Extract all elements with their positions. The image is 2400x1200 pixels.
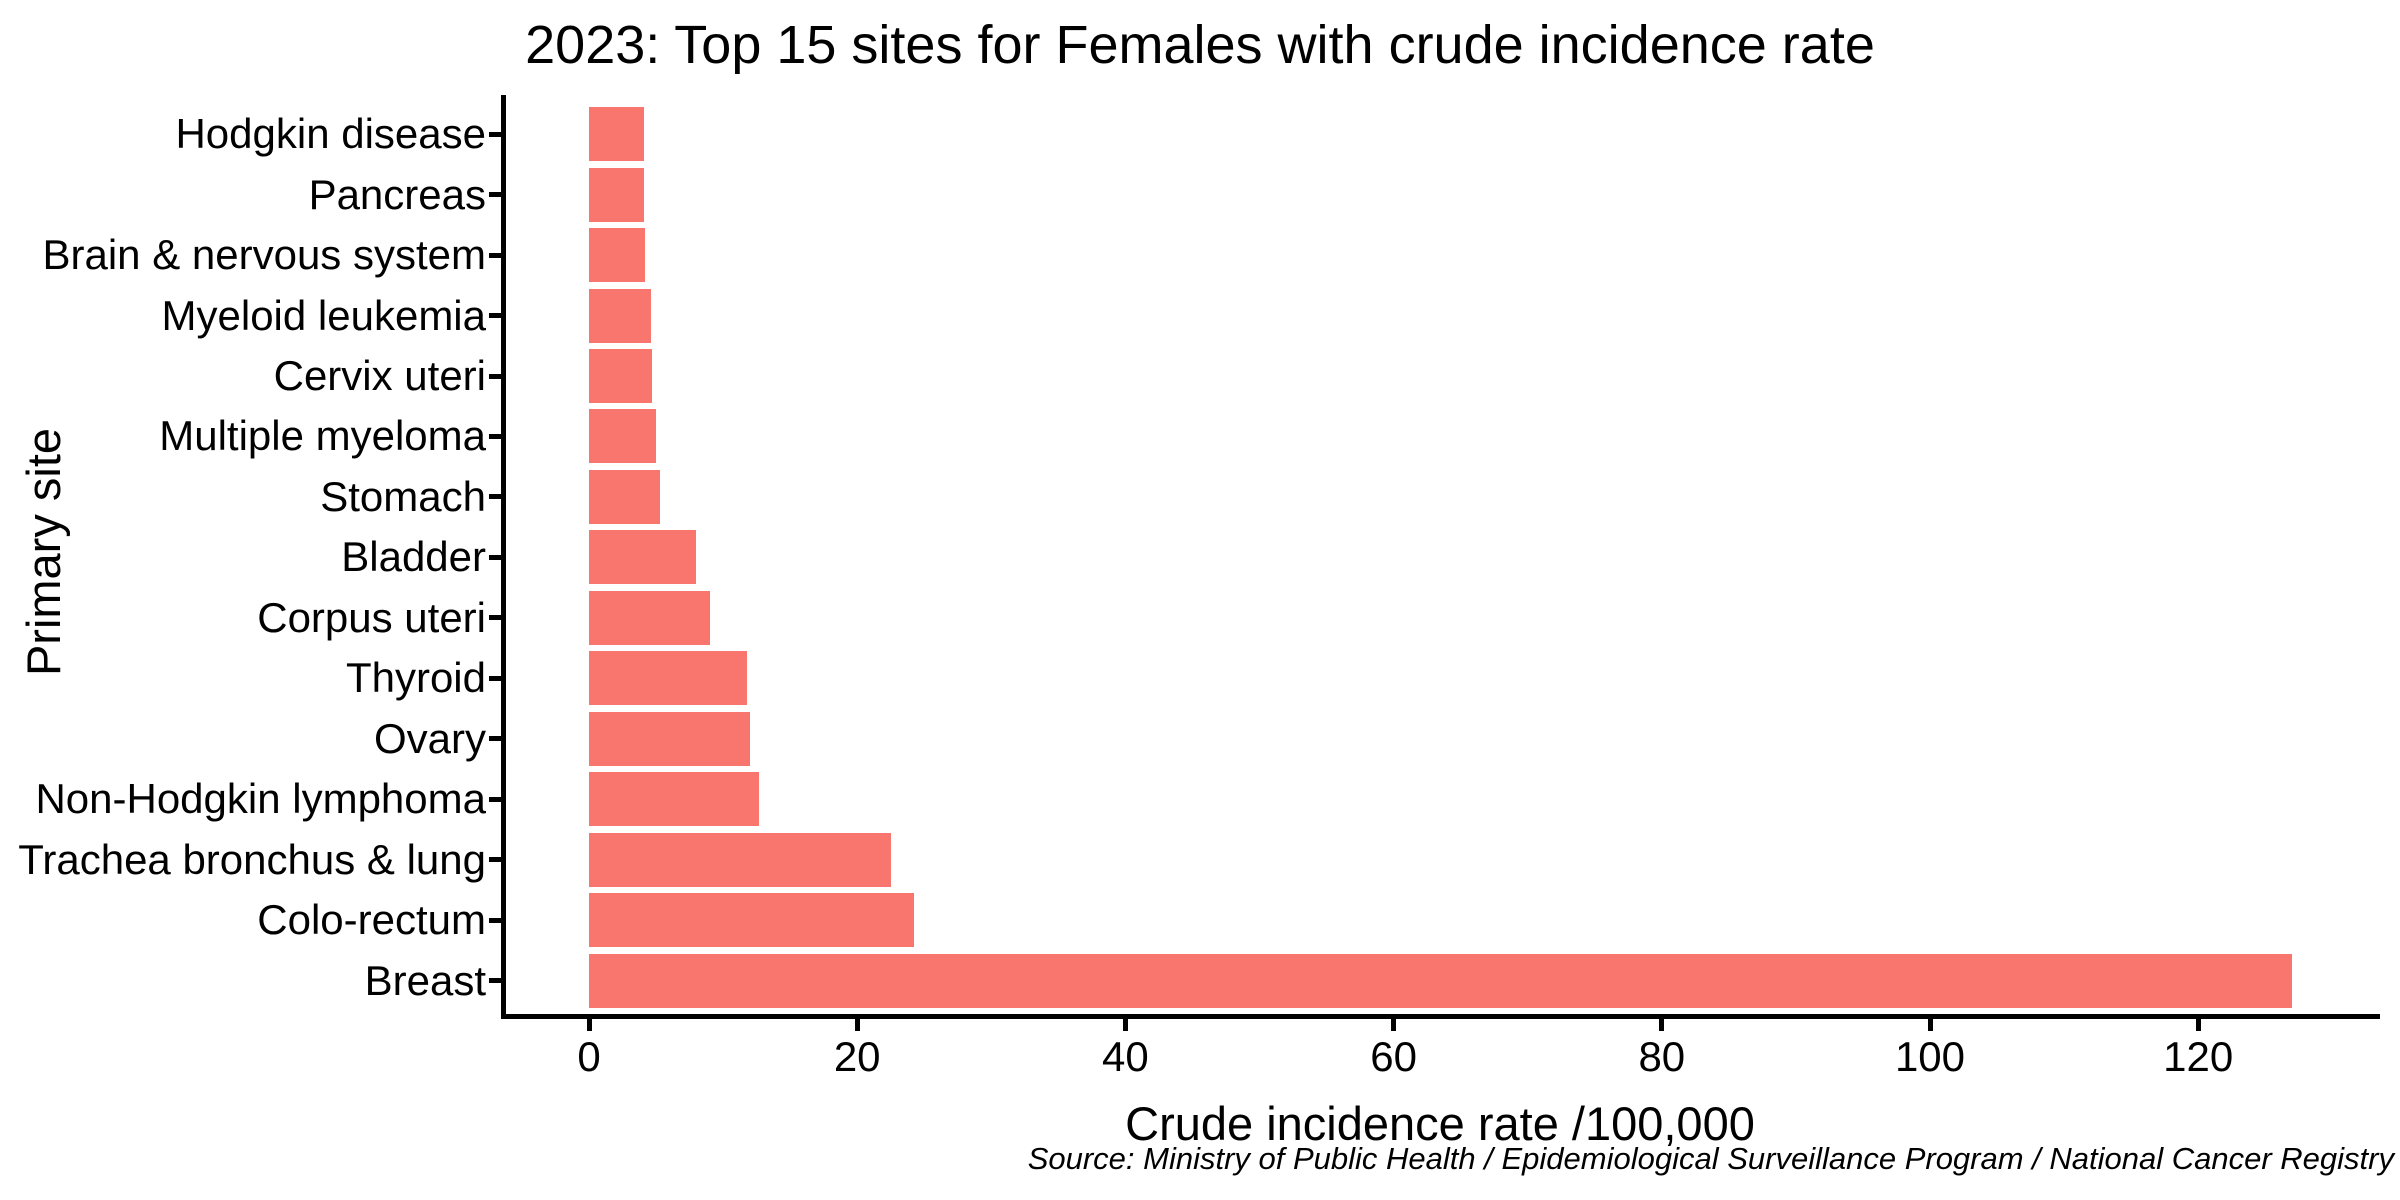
y-axis-tick: [489, 313, 501, 319]
bar-multiple-myeloma: [589, 409, 657, 464]
x-axis-tick: [1927, 1019, 1933, 1031]
x-axis-tick-label: 80: [1638, 1033, 1686, 1080]
y-axis-tick: [489, 675, 501, 681]
bar-thyroid: [589, 651, 748, 706]
category-label: Bladder: [341, 533, 486, 581]
y-axis-line: [501, 95, 506, 1019]
y-axis-tick: [489, 373, 501, 379]
y-axis-tick: [489, 131, 501, 137]
x-axis-tick-label: 60: [1370, 1033, 1417, 1080]
x-axis-tick-label: 20: [833, 1033, 881, 1080]
x-axis-tick: [2195, 1019, 2201, 1031]
bar-bladder: [589, 530, 697, 585]
category-label: Multiple myeloma: [159, 412, 486, 460]
bar-non-hodgkin-lymphoma: [589, 772, 760, 827]
y-axis-tick: [489, 192, 501, 198]
bar-stomach: [589, 469, 661, 524]
y-axis-tick: [489, 978, 501, 983]
y-axis-tick: [489, 796, 501, 802]
category-label: Trachea bronchus & lung: [18, 835, 486, 883]
y-axis-tick: [489, 554, 501, 560]
bar-hodgkin-disease: [589, 107, 644, 162]
x-axis-tick: [1659, 1019, 1665, 1031]
x-axis-line: [501, 1014, 2380, 1019]
category-label: Ovary: [373, 714, 486, 762]
bar-brain-nervous-system: [589, 228, 646, 283]
bar-breast: [589, 953, 2293, 1008]
bar-myeloid-leukemia: [589, 288, 651, 343]
category-label: Breast: [364, 956, 486, 1004]
x-axis-tick-label: 100: [1894, 1033, 1966, 1080]
category-label: Hodgkin disease: [175, 110, 486, 158]
x-axis-title: Crude incidence rate /100,000: [1125, 1097, 1755, 1150]
category-label: Corpus uteri: [257, 593, 486, 641]
y-axis-tick: [489, 857, 501, 863]
y-axis-tick: [489, 433, 501, 439]
x-axis-tick-label: 120: [2163, 1033, 2234, 1080]
y-axis-tick: [489, 736, 501, 742]
y-axis-tick: [489, 917, 501, 923]
x-axis-tick: [854, 1019, 860, 1031]
x-axis-tick: [586, 1019, 592, 1031]
category-label: Myeloid leukemia: [161, 291, 486, 339]
category-label: Stomach: [320, 472, 486, 520]
category-label: Non-Hodgkin lymphoma: [35, 775, 486, 823]
y-axis-tick: [489, 494, 501, 500]
bar-trachea-bronchus-lung: [589, 832, 891, 887]
x-axis-tick: [1122, 1019, 1128, 1031]
category-label: Brain & nervous system: [42, 231, 486, 279]
category-label: Cervix uteri: [273, 352, 486, 399]
category-label: Pancreas: [308, 170, 486, 218]
y-axis-tick: [489, 252, 501, 258]
category-label: Colo-rectum: [257, 896, 486, 944]
category-label: Thyroid: [345, 654, 486, 702]
chart-title: 2023: Top 15 sites for Females with crud…: [525, 15, 1875, 75]
bar-colo-rectum: [589, 893, 914, 948]
x-axis-tick: [1391, 1019, 1397, 1031]
x-axis-tick-label: 40: [1102, 1033, 1149, 1080]
source-caption: Source: Ministry of Public Health / Epid…: [1027, 1141, 2394, 1176]
x-axis-tick-label: 0: [577, 1033, 601, 1080]
bar-corpus-uteri: [589, 590, 710, 645]
bar-cervix-uteri: [589, 349, 653, 403]
bar-ovary: [589, 711, 750, 766]
y-axis-tick: [489, 615, 501, 621]
bar-pancreas: [589, 167, 644, 222]
